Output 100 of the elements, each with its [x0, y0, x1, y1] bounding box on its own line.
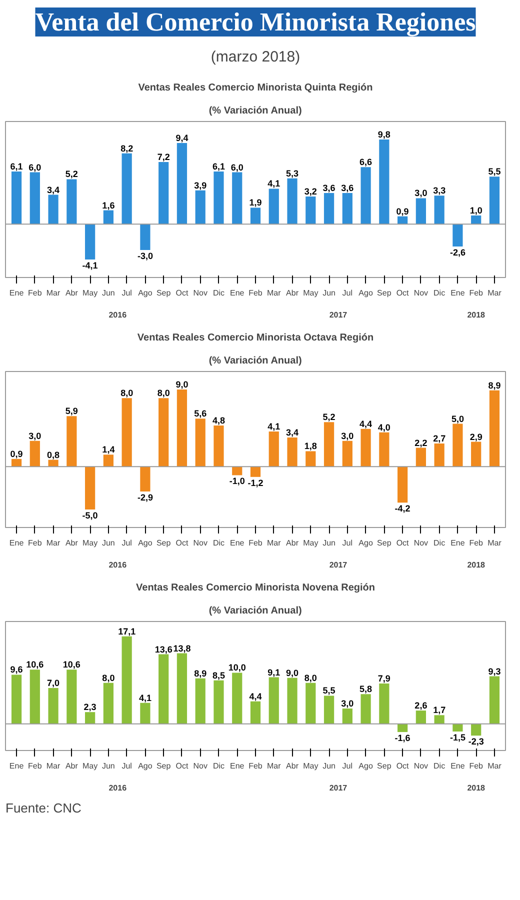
x-tick-label: Abr [286, 762, 299, 770]
bar [195, 190, 206, 224]
data-label: 3,2 [304, 186, 317, 196]
data-label: 4,1 [268, 422, 280, 432]
x-tick-label: Jul [122, 538, 132, 548]
bar [140, 702, 150, 724]
x-tick-label: Feb [248, 288, 263, 298]
bar [250, 208, 261, 224]
bar [306, 451, 316, 467]
data-label: 13,8 [173, 643, 191, 654]
data-label: 8,2 [120, 143, 134, 154]
x-tick-label: Ago [138, 538, 153, 548]
x-tick-label: Ene [450, 762, 466, 770]
bar [122, 153, 132, 224]
data-label: 5,3 [286, 168, 299, 178]
data-label: -5,0 [82, 510, 98, 520]
x-tick-label: Jun [322, 762, 336, 770]
data-label: 3,4 [47, 184, 60, 195]
x-tick-label: Sep [156, 538, 172, 548]
x-tick-label: Jun [102, 288, 115, 298]
data-label: 4,4 [249, 691, 262, 702]
x-tick-label: Dic [212, 288, 225, 298]
x-tick-label: Jun [322, 288, 336, 298]
text: 2017 [329, 310, 348, 320]
bar [48, 194, 58, 224]
bar [66, 670, 77, 724]
data-label: 9,6 [10, 664, 23, 675]
data-label: 8,5 [212, 670, 225, 680]
bar [342, 193, 352, 224]
x-tick-label: Ago [138, 288, 153, 298]
bar [250, 466, 261, 477]
text: 2017 [329, 560, 348, 570]
x-tick-label: Feb [469, 762, 484, 770]
data-label: 3,4 [286, 428, 299, 438]
data-label: 4,1 [138, 692, 152, 703]
data-label: 1,4 [102, 444, 115, 455]
chart-subtitle: (% Variación Anual) [208, 356, 302, 366]
data-label: -2,3 [468, 736, 484, 747]
data-label: 3,6 [341, 183, 354, 194]
x-tick-label: Sep [377, 762, 392, 770]
data-label: 5,5 [322, 686, 336, 696]
text: 2018 [467, 560, 486, 570]
x-tick-label: Dic [212, 762, 225, 770]
x-tick-label: Abr [65, 762, 78, 770]
bar [287, 178, 298, 224]
data-label: 3,3 [433, 186, 446, 196]
x-tick-label: Dic [434, 762, 446, 770]
data-label: 8,0 [120, 388, 134, 398]
x-tick-label: Ene [9, 762, 24, 770]
x-tick-label: Ago [358, 762, 374, 770]
bar [324, 422, 334, 467]
bar [379, 432, 390, 467]
bar [103, 454, 114, 467]
bar [489, 390, 500, 467]
bar [214, 426, 224, 467]
x-tick-label: Mar [488, 288, 502, 298]
bar [379, 683, 390, 724]
x-tick-label: Mar [46, 538, 61, 548]
data-label: 5,8 [360, 684, 372, 694]
text: 2016 [108, 560, 128, 570]
data-label: 2,7 [433, 434, 446, 444]
data-label: 2,2 [414, 438, 428, 448]
bar [103, 682, 114, 724]
bar [398, 724, 408, 732]
data-label: -1,5 [450, 732, 466, 743]
data-label: -1,6 [394, 733, 410, 744]
chart-title: Ventas Reales Comercio Minorista Quinta Región [138, 82, 373, 94]
text: 2018 [467, 310, 486, 320]
x-tick-label: May [303, 288, 318, 298]
x-tick-label: Abr [65, 538, 78, 548]
x-tick-label: Nov [414, 762, 428, 770]
data-label: 10,6 [62, 660, 80, 670]
data-label: 13,6 [154, 644, 172, 654]
bar [30, 172, 40, 224]
x-tick-label: Dic [434, 538, 446, 548]
x-tick-label: May [303, 538, 318, 548]
data-label: 1,9 [249, 198, 262, 208]
data-label: 9,8 [378, 130, 390, 140]
data-label: 17,1 [118, 626, 136, 636]
bar [342, 708, 352, 724]
data-label: 1,7 [433, 705, 446, 716]
data-label: 2,3 [84, 702, 96, 712]
data-label: 3,0 [28, 430, 42, 441]
x-tick-label: Nov [193, 288, 208, 298]
bar [11, 674, 22, 724]
bar [268, 432, 279, 467]
x-tick-label: Ene [230, 762, 245, 770]
bar [434, 715, 444, 724]
bar [176, 142, 188, 224]
bar [176, 390, 188, 467]
bar [30, 670, 40, 724]
data-label: 9,0 [176, 380, 188, 390]
data-label: 10,0 [228, 662, 246, 673]
x-tick-label: Nov [193, 762, 208, 770]
bar [324, 696, 334, 724]
x-tick-label: Sep [377, 538, 392, 548]
x-tick-label: Jun [102, 762, 115, 770]
bar [232, 672, 242, 724]
data-label: 0,9 [10, 448, 23, 459]
bar [122, 398, 132, 467]
